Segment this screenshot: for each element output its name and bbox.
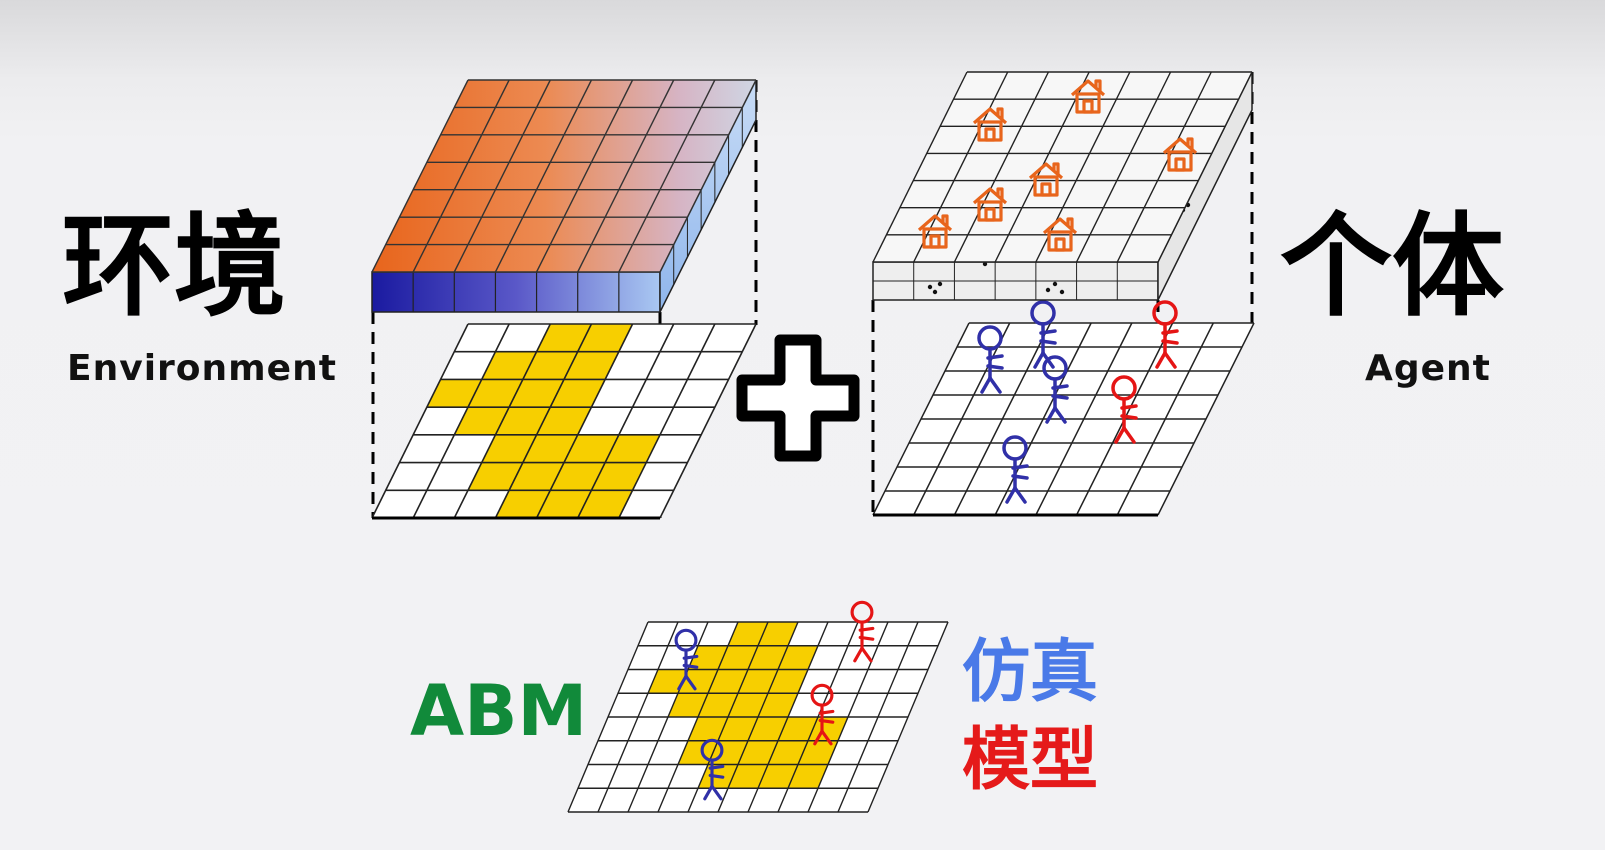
agent-top-grid <box>872 71 1253 301</box>
grid-cell <box>738 740 778 765</box>
person-icon <box>1002 435 1029 504</box>
grid-cell <box>698 693 738 717</box>
grid-cell <box>536 324 592 352</box>
grid-cell <box>577 324 633 352</box>
grid-cell <box>718 717 758 741</box>
person-icon <box>1111 375 1138 444</box>
agent-en-label: Agent <box>1365 348 1491 389</box>
grid-cell <box>509 462 564 491</box>
grid-cell <box>536 407 592 435</box>
grid-cell <box>454 407 510 435</box>
grid-cell <box>495 490 551 518</box>
environment-en-label: Environment <box>67 348 337 389</box>
grid-cell <box>605 434 660 463</box>
grid-cell <box>591 462 647 491</box>
agent-bottom-grid <box>872 300 1255 517</box>
grid-cell <box>468 462 523 491</box>
grid-cell <box>778 645 818 670</box>
grid-cell <box>728 622 768 646</box>
grid-cell <box>509 379 564 408</box>
grid-cell <box>758 622 798 646</box>
grid-cell <box>728 764 768 789</box>
grid-cell <box>788 764 828 789</box>
grid-cell <box>468 379 523 408</box>
grid-cell <box>550 462 606 491</box>
grid-cell <box>768 740 808 765</box>
model-label: 模型 <box>962 721 1098 800</box>
grid-cell <box>758 764 798 789</box>
grid-cell <box>758 693 798 717</box>
grid-cell <box>550 379 606 408</box>
grid-cell <box>768 669 808 694</box>
grid-cell <box>481 351 537 380</box>
house-icon <box>972 187 1008 222</box>
grid-cell <box>748 645 788 670</box>
agent-layer-stack <box>871 71 1255 517</box>
grid-cell <box>808 717 848 741</box>
house-icon <box>917 214 953 249</box>
agent-cn-title: 个体 <box>1280 202 1504 332</box>
grid-cell <box>798 740 838 765</box>
house-icon <box>1028 162 1064 197</box>
house-icon <box>1070 79 1106 114</box>
person-icon <box>977 325 1004 394</box>
grid-cell <box>688 717 728 741</box>
grid-cell <box>522 351 578 380</box>
grid-cell <box>738 669 778 694</box>
environment-layer-stack <box>371 79 758 520</box>
person-icon <box>810 683 835 746</box>
grid-cell <box>564 434 619 463</box>
grid-cell <box>668 693 708 717</box>
grid-cell <box>536 490 592 518</box>
grid-cell <box>426 379 482 408</box>
environment-blue-layer <box>371 79 757 313</box>
person-icon <box>850 600 875 663</box>
simulation-label: 仿真 <box>962 633 1098 712</box>
grid-cell <box>688 645 728 670</box>
house-icon <box>1162 137 1198 172</box>
environment-bottom-grid <box>371 323 757 520</box>
grid-cell <box>564 351 619 380</box>
grid-cell <box>748 717 788 741</box>
environment-orange-layer <box>371 79 757 273</box>
environment-cn-title: 环境 <box>62 202 286 332</box>
grid-cell <box>577 490 633 518</box>
abm-combined-grid <box>567 600 949 813</box>
grid-cell <box>728 693 768 717</box>
grid-cell <box>678 669 718 694</box>
plus-icon <box>736 334 860 462</box>
grid-cell <box>708 669 748 694</box>
person-icon <box>674 628 699 691</box>
person-icon <box>1030 300 1057 369</box>
grid-cell <box>778 717 818 741</box>
grid-cell <box>522 434 578 463</box>
person-icon <box>1152 300 1179 369</box>
grid-cell <box>495 407 551 435</box>
abm-label: ABM <box>410 670 587 752</box>
person-icon <box>1042 355 1069 424</box>
house-icon <box>1042 217 1078 252</box>
grid-cell <box>718 645 758 670</box>
person-icon <box>700 738 725 801</box>
house-icon <box>972 107 1008 142</box>
grid-cell <box>481 434 537 463</box>
